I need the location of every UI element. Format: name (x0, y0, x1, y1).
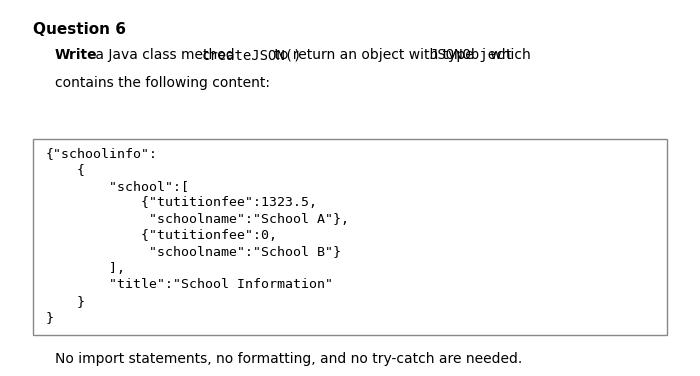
Text: JSONObject: JSONObject (429, 48, 512, 62)
Text: {: { (46, 163, 85, 176)
FancyBboxPatch shape (33, 139, 667, 335)
Text: a Java class method: a Java class method (91, 48, 239, 62)
Text: "title":"School Information": "title":"School Information" (46, 278, 333, 291)
Text: which: which (486, 48, 531, 62)
Text: contains the following content:: contains the following content: (55, 76, 270, 90)
Text: "schoolname":"School A"},: "schoolname":"School A"}, (46, 213, 349, 226)
Text: "schoolname":"School B"}: "schoolname":"School B"} (46, 246, 342, 258)
Text: to return an object with type: to return an object with type (270, 48, 478, 62)
Text: }: } (46, 295, 85, 308)
Text: "school":[: "school":[ (46, 180, 189, 193)
Text: Write: Write (55, 48, 98, 62)
Text: {"tutitionfee":0,: {"tutitionfee":0, (46, 229, 277, 242)
Text: ],: ], (46, 262, 125, 275)
Text: createJSON(): createJSON() (202, 48, 302, 62)
Text: No import statements, no formatting, and no try-catch are needed.: No import statements, no formatting, and… (55, 352, 522, 366)
Text: {"schoolinfo":: {"schoolinfo": (46, 147, 158, 160)
Text: {"tutitionfee":1323.5,: {"tutitionfee":1323.5, (46, 196, 317, 209)
Text: Question 6: Question 6 (33, 22, 126, 37)
Text: }: } (46, 311, 53, 324)
